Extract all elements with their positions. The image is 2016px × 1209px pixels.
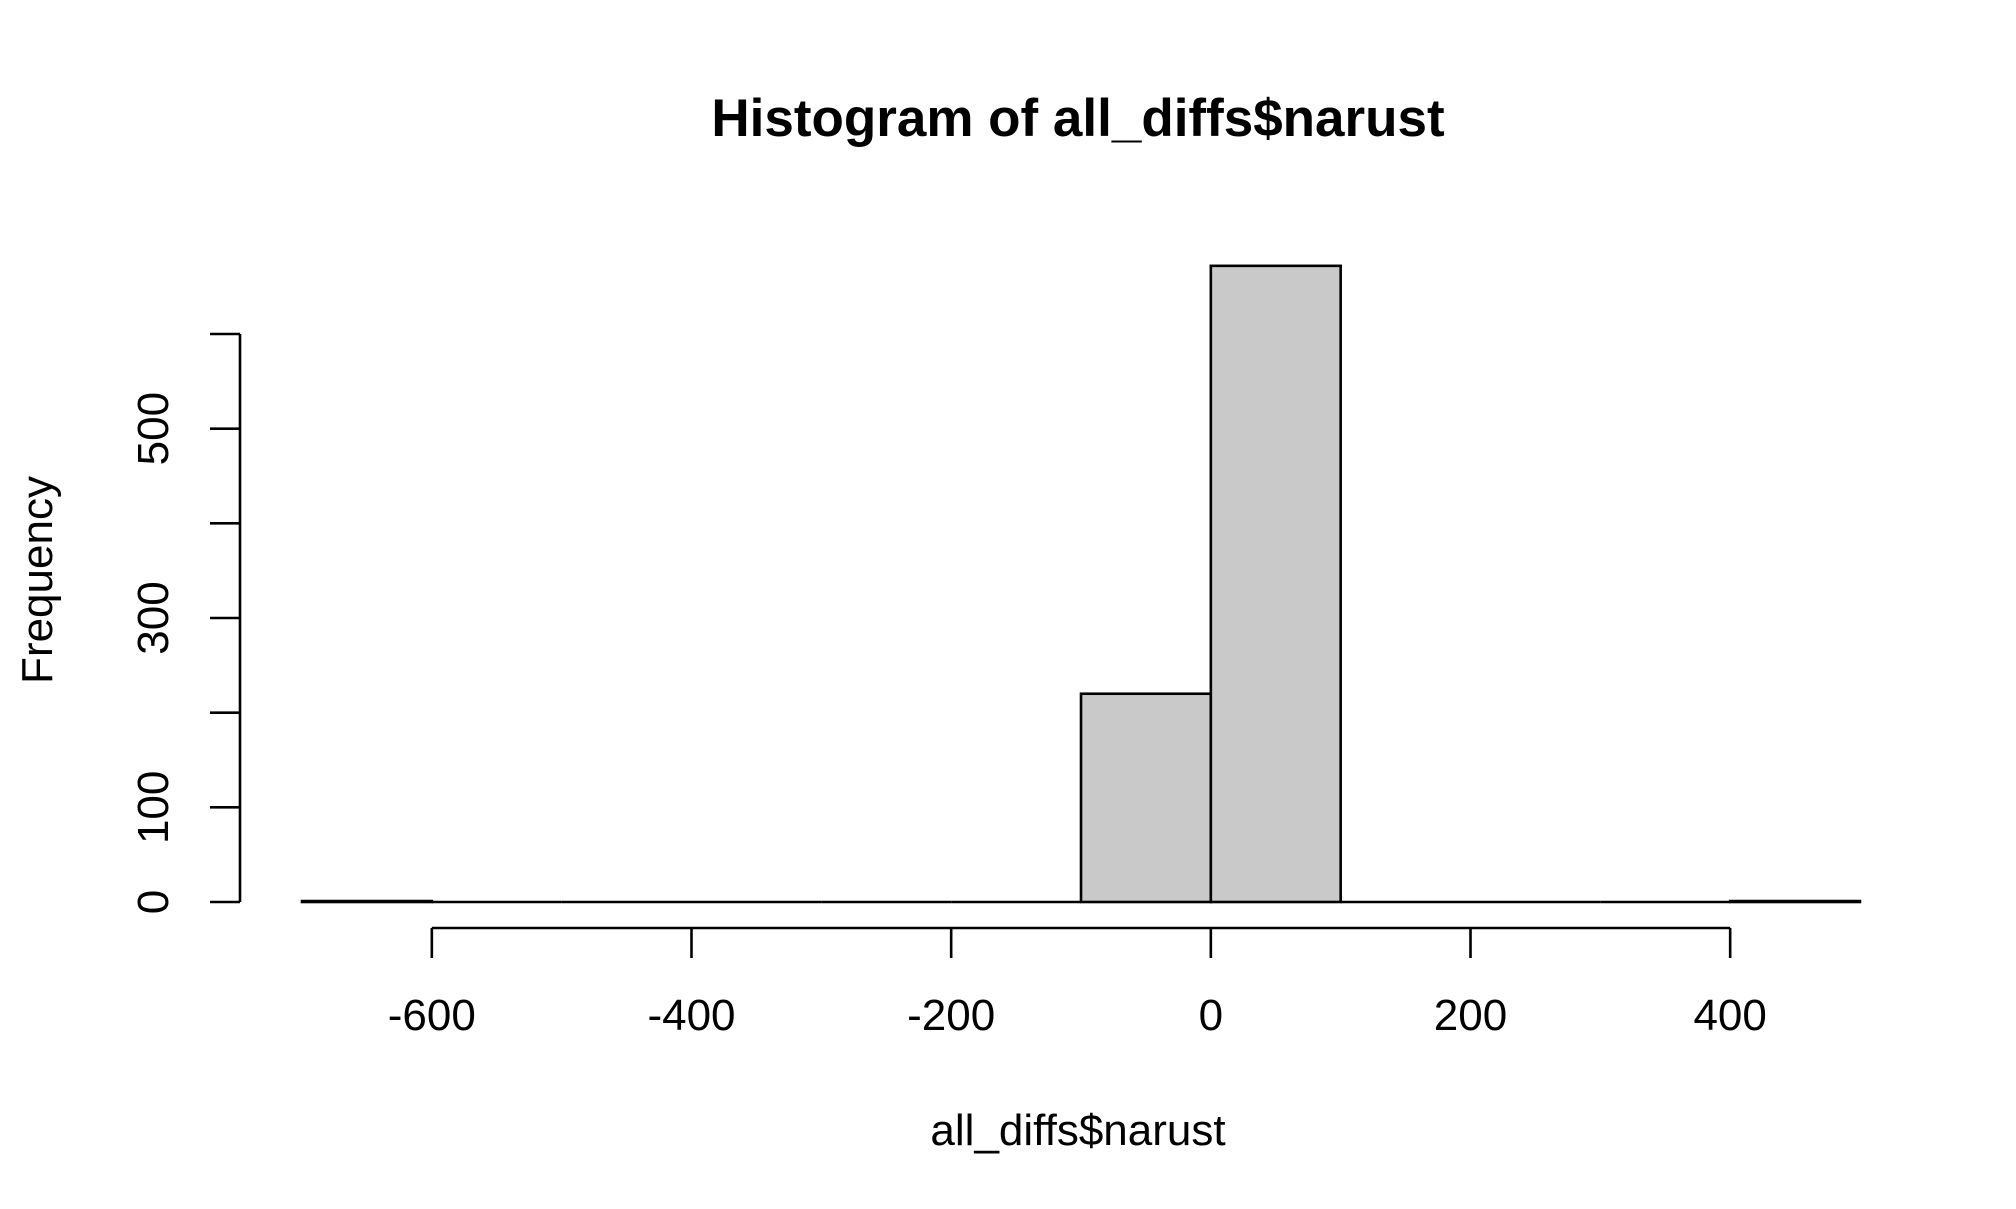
histogram-bar [1728,899,1862,904]
histogram-bar [1209,264,1342,904]
y-axis-label: Frequency [13,476,62,684]
bars-group [300,264,1862,904]
x-tick-label: 400 [1693,991,1766,1040]
x-tick-label: -200 [907,991,995,1040]
y-axis: 0 100 300 500 [129,332,242,914]
chart-title: Histogram of all_diffs$narust [711,89,1444,148]
x-axis: -600 -400 -200 0 200 400 [388,926,1767,1040]
x-tick-label: -600 [388,991,476,1040]
x-tick-label: 0 [1199,991,1223,1040]
x-tick-label: 200 [1434,991,1507,1040]
y-tick-label: 300 [129,581,178,654]
y-tick-label: 500 [129,392,178,465]
y-tick-label: 100 [129,771,178,844]
histogram-bar [1079,692,1213,904]
x-tick-label: -400 [647,991,735,1040]
x-axis-label: all_diffs$narust [930,1106,1225,1155]
histogram-bar [300,899,434,904]
y-tick-label: 0 [129,890,178,914]
